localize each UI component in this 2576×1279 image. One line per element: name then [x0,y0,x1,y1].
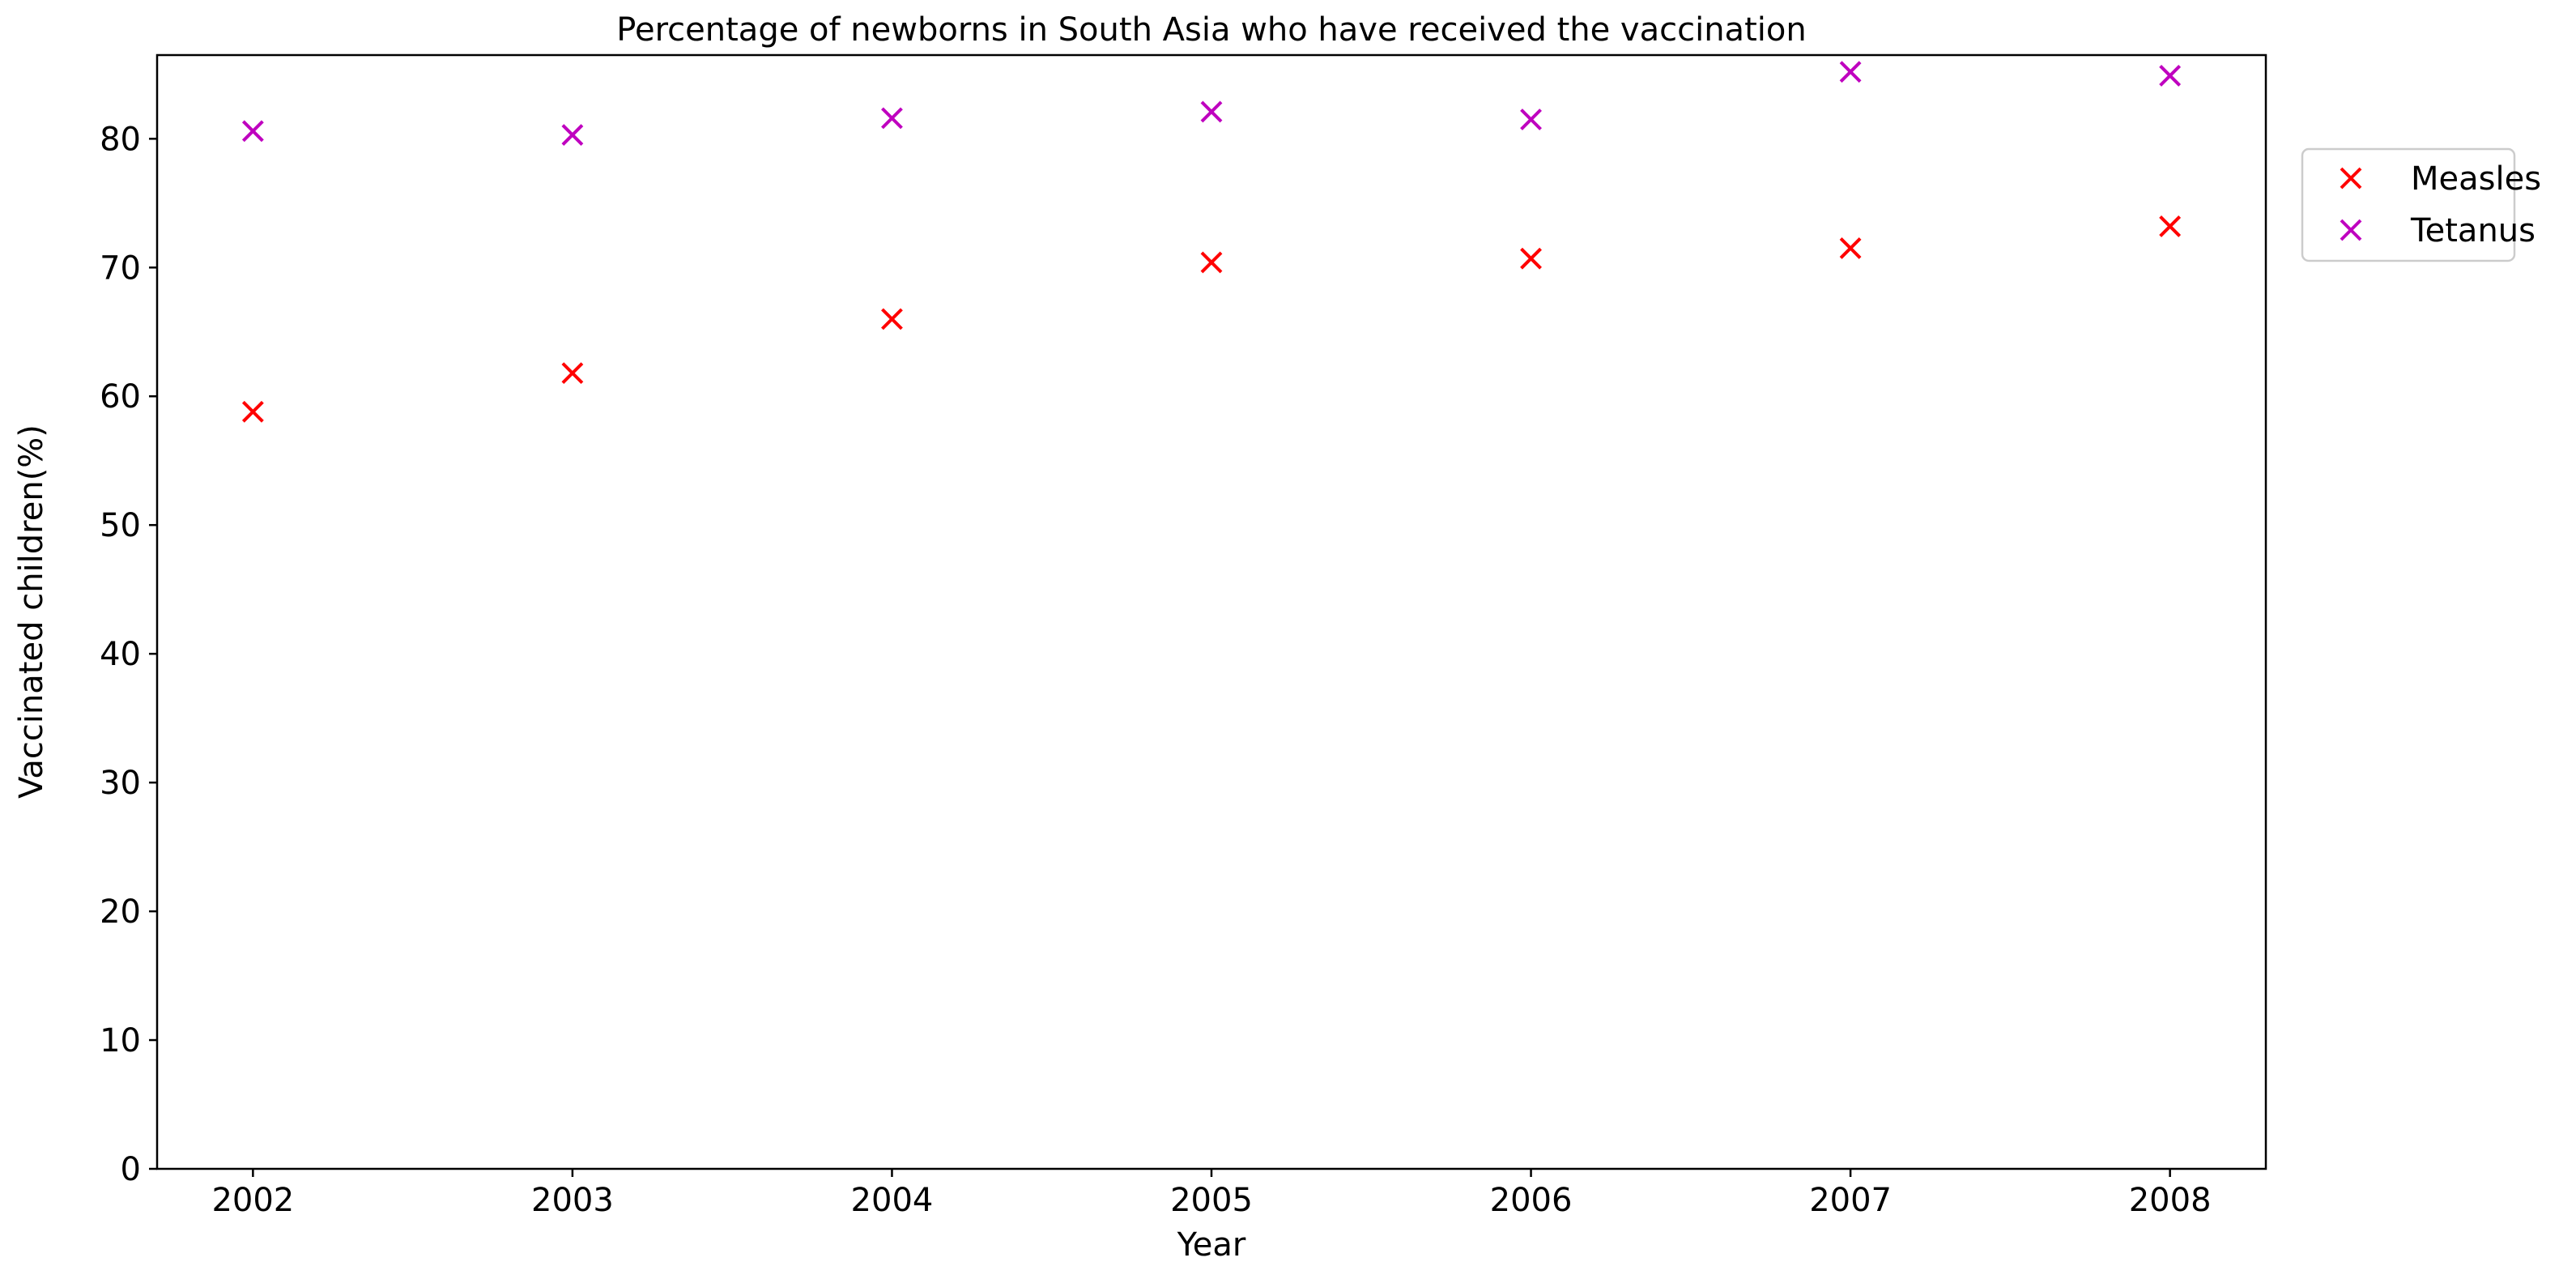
tetanus-point-2002 [241,120,264,143]
x-tick-label: 2004 [851,1182,934,1219]
legend-marker-measles [2340,167,2362,190]
y-tick-label: 50 [100,507,141,544]
tetanus-point-2008 [2159,65,2182,87]
measles-point-2002 [241,400,264,423]
tetanus-point-2004 [881,107,903,130]
x-tick-label: 2005 [1170,1182,1253,1219]
y-tick-label: 80 [100,121,141,158]
data-points [241,61,2182,423]
legend-label-tetanus: Tetanus [2410,212,2536,249]
x-axis-ticks: 2002 2003 2004 2005 2006 2007 2008 [211,1169,2212,1219]
measles-point-2005 [1200,251,1223,274]
chart-title: Percentage of newborns in South Asia who… [616,11,1806,49]
x-axis-label: Year [1177,1226,1246,1264]
tetanus-point-2007 [1839,61,1862,83]
legend-marker-tetanus [2340,219,2362,241]
y-axis-label: Vaccinated children(%) [13,424,50,799]
legend: Measles Tetanus [2301,147,2541,262]
x-tick-label: 2007 [1809,1182,1892,1219]
measles-point-2007 [1839,237,1862,259]
legend-label-measles: Measles [2411,160,2541,198]
x-tick-label: 2008 [2129,1182,2212,1219]
measles-point-2003 [561,362,584,385]
x-tick-label: 2003 [531,1182,614,1219]
tetanus-point-2005 [1200,100,1223,123]
plot-area-frame [155,53,2267,1170]
x-tick-label: 2006 [1490,1182,1573,1219]
measles-point-2004 [881,308,903,330]
y-tick-label: 10 [100,1022,141,1059]
y-tick-label: 0 [121,1151,141,1188]
y-axis-ticks: 0 10 20 30 40 50 60 70 80 [100,121,157,1188]
tetanus-point-2003 [561,124,584,146]
tetanus-point-2006 [1520,109,1542,130]
y-tick-label: 60 [100,378,141,416]
y-tick-label: 30 [100,765,141,802]
measles-point-2006 [1520,247,1542,270]
y-tick-label: 40 [100,636,141,673]
y-tick-label: 70 [100,249,141,287]
x-tick-label: 2002 [211,1182,294,1219]
measles-point-2008 [2159,215,2182,237]
y-tick-label: 20 [100,893,141,931]
